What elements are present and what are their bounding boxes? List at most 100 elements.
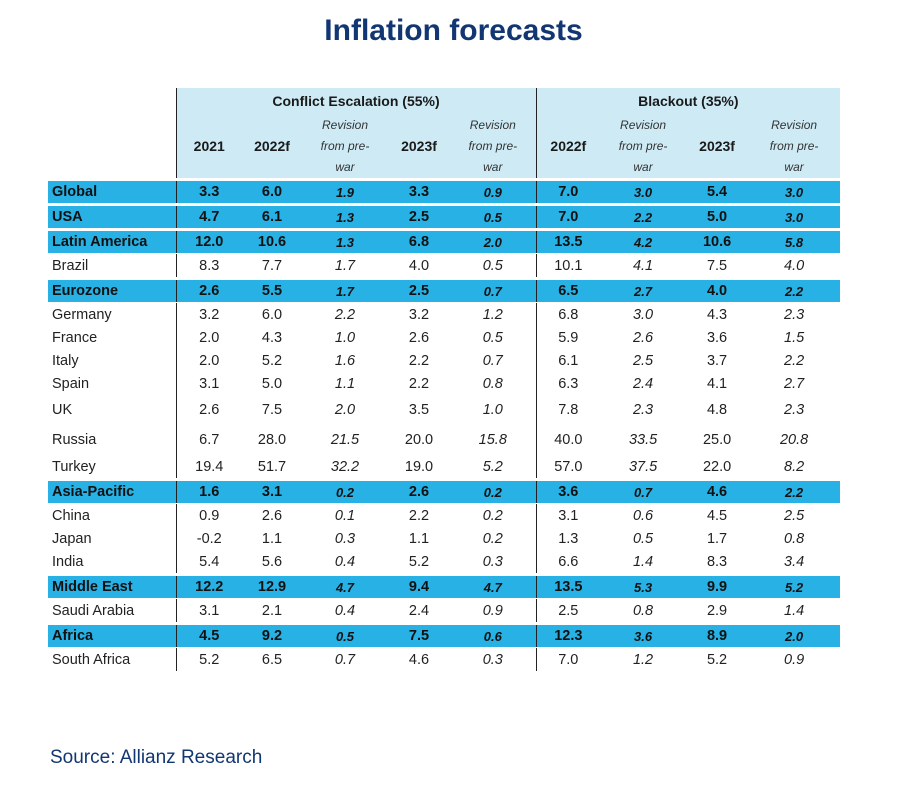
value-cell: 10.6: [242, 228, 302, 254]
revision-cell: 2.0: [748, 622, 841, 648]
revision-cell: 3.0: [632, 306, 654, 323]
revision-cell: 2.2: [784, 352, 805, 369]
revision-cell: 2.2: [748, 478, 841, 504]
value-cell: 3.6: [535, 478, 601, 504]
value-cell: 2.6: [175, 277, 242, 303]
value-cell: 3.3: [175, 178, 242, 205]
revision-cell: 0.7: [334, 651, 356, 668]
revision-cell: 1.7: [334, 257, 356, 274]
value-cell: 6.1: [535, 349, 601, 372]
revision-cell: 0.7: [450, 277, 537, 303]
revision-cell: 0.3: [334, 530, 356, 547]
row-label: USA: [48, 203, 176, 230]
row-label: Middle East: [48, 573, 176, 599]
row-label: Japan: [52, 530, 92, 547]
revision-cell: 2.5: [784, 507, 805, 524]
value-cell: 9.2: [242, 622, 302, 648]
country-row: France 2.0 4.3 1.0 2.6 0.5 5.9 2.6 3.6 1.5: [48, 326, 840, 349]
value-cell: 25.0: [702, 432, 732, 448]
revision-cell: 5.8: [748, 228, 841, 254]
col-header-2022f: 2022f: [242, 114, 302, 180]
revision-cell: 2.5: [632, 352, 654, 369]
revision-cell: 0.2: [482, 507, 503, 524]
col-header-2023f: 2023f: [686, 114, 749, 180]
col-header-revision: Revision from pre-war: [450, 114, 537, 180]
row-label: Italy: [52, 352, 79, 369]
revision-cell: 1.1: [334, 375, 356, 392]
value-cell: 2.2: [408, 507, 430, 524]
value-cell: 1.6: [175, 478, 242, 504]
value-cell: 3.1: [175, 372, 242, 395]
value-cell: 4.3: [261, 329, 283, 346]
value-cell: 4.1: [706, 375, 728, 392]
value-cell: 7.5: [706, 257, 728, 274]
scenario-header-blackout: Blackout (35%): [535, 88, 841, 114]
revision-cell: 0.9: [784, 651, 805, 668]
revision-cell: 3.0: [748, 203, 841, 230]
revision-cell: 1.0: [334, 329, 356, 346]
value-cell: 20.0: [404, 432, 434, 448]
row-label: Turkey: [52, 458, 96, 475]
scenario-header-conflict: Conflict Escalation (55%): [175, 88, 537, 114]
revision-cell: 0.5: [302, 622, 388, 648]
revision-cell: 0.8: [482, 375, 503, 392]
value-cell: 19.4: [175, 455, 242, 480]
revision-cell: 4.7: [302, 573, 388, 599]
value-cell: 8.3: [175, 253, 242, 279]
value-cell: 2.6: [388, 478, 450, 504]
revision-cell: 1.5: [784, 329, 805, 346]
value-cell: 7.5: [388, 622, 450, 648]
revision-cell: 4.0: [784, 257, 805, 274]
value-cell: 3.2: [175, 302, 242, 326]
value-cell: 3.1: [175, 598, 242, 624]
value-cell: 5.4: [175, 550, 242, 575]
value-cell: 2.2: [408, 352, 430, 369]
revision-cell: 5.2: [482, 458, 503, 475]
value-cell: 1.7: [706, 530, 728, 547]
revision-cell: 2.2: [748, 277, 841, 303]
value-cell: 7.0: [535, 178, 601, 205]
value-cell: 2.0: [175, 326, 242, 349]
revision-cell: 1.7: [302, 277, 388, 303]
region-row: Global 3.3 6.0 1.9 3.3 0.9 7.0 3.0 5.4 3.0: [48, 178, 841, 205]
value-cell: 7.0: [535, 647, 601, 671]
value-cell: 7.7: [261, 257, 283, 274]
value-cell: 4.7: [175, 203, 242, 230]
value-cell: 6.1: [242, 203, 302, 230]
value-cell: 7.0: [535, 203, 601, 230]
revision-cell: 37.5: [628, 458, 658, 475]
row-label: Germany: [52, 306, 112, 323]
value-cell: 10.1: [535, 253, 601, 279]
value-cell: 4.6: [686, 478, 749, 504]
value-cell: 10.6: [686, 228, 749, 254]
value-cell: 1.3: [535, 527, 601, 550]
country-row: South Africa 5.2 6.5 0.7 4.6 0.3 7.0 1.2 5.2 0.9: [48, 647, 840, 671]
row-label: Russia: [52, 432, 97, 448]
value-cell: 6.8: [535, 302, 601, 326]
revision-cell: 0.7: [482, 352, 503, 369]
value-cell: 4.8: [706, 402, 728, 418]
revision-cell: 3.6: [600, 622, 687, 648]
revision-cell: 2.7: [600, 277, 687, 303]
value-cell: 6.8: [388, 228, 450, 254]
value-cell: 13.5: [535, 228, 601, 254]
value-cell: 2.0: [175, 349, 242, 372]
value-cell: 12.9: [242, 573, 302, 599]
revision-cell: 0.5: [482, 329, 503, 346]
revision-cell: 20.8: [779, 432, 809, 448]
revision-cell: 0.4: [334, 553, 356, 570]
value-cell: 6.7: [175, 425, 242, 455]
row-label: China: [52, 507, 90, 524]
country-row: Russia 6.7 28.0 21.5 20.0 15.8 40.0 33.5 25.0 20.…: [48, 425, 840, 455]
value-cell: 57.0: [535, 455, 601, 480]
value-cell: 4.0: [686, 277, 749, 303]
country-row: Italy 2.0 5.2 1.6 2.2 0.7 6.1 2.5 3.7 2.2: [48, 349, 840, 372]
region-row: Asia-Pacific 1.6 3.1 0.2 2.6 0.2 3.6 0.7 4.6 2.2: [48, 478, 841, 504]
row-label: Brazil: [52, 257, 89, 274]
value-cell: 9.4: [388, 573, 450, 599]
value-cell: 3.7: [706, 352, 728, 369]
revision-cell: 5.3: [600, 573, 687, 599]
value-cell: 8.3: [706, 553, 728, 570]
value-cell: 5.2: [175, 647, 242, 671]
row-label: Asia-Pacific: [48, 478, 176, 504]
